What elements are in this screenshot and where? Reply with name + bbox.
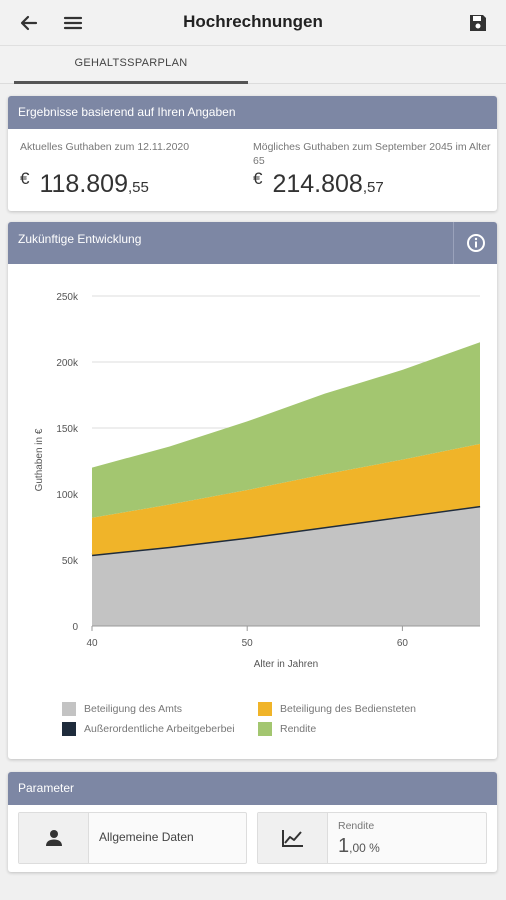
possible-balance-value: €214.808,57 (253, 169, 384, 199)
chart-areas (91, 342, 481, 626)
y-tick-label: 250k (56, 292, 79, 303)
current-balance-value: €118.809,55 (20, 169, 149, 199)
legend-swatch (62, 722, 76, 736)
yield-button[interactable]: Rendite 1,00 % (257, 812, 487, 864)
info-circle-icon (466, 234, 485, 252)
possible-balance-block: Mögliches Guthaben zum September 2045 im… (253, 140, 493, 168)
euro-sign: € (20, 169, 30, 188)
development-card-header: Zukünftige Entwicklung (8, 222, 497, 264)
yield-icon-area (258, 813, 328, 863)
parameter-card-title: Parameter (8, 772, 497, 805)
series-area (92, 505, 480, 626)
legend-label: Beteiligung des Amts (84, 703, 183, 715)
series-area (92, 342, 480, 518)
possible-balance-main: 214.808 (272, 170, 363, 198)
save-button[interactable] (463, 8, 493, 38)
yield-value-main: 1 (338, 835, 350, 857)
general-data-label: Allgemeine Daten (99, 830, 194, 844)
euro-sign: € (253, 169, 263, 188)
chart-x-axis-label: Alter in Jahren (254, 659, 318, 670)
y-tick-label: 100k (56, 490, 79, 501)
app-bar: Hochrechnungen (0, 0, 506, 46)
development-card: Zukünftige Entwicklung 0 50k 100k 150k 200k 2… (8, 222, 497, 759)
menu-button[interactable] (58, 8, 88, 38)
hamburger-icon (63, 16, 83, 30)
chart-x-ticks: 40 50 60 (86, 625, 480, 649)
current-balance-block: Aktuelles Guthaben zum 12.11.2020 (20, 140, 240, 154)
development-chart: 0 50k 100k 150k 200k 250k 40 50 60 Guthaben in … (34, 292, 481, 670)
possible-balance-label: Mögliches Guthaben zum September 2045 im… (253, 141, 491, 167)
parameter-card: Parameter Allgemeine Daten Rendite 1,00 … (8, 772, 497, 872)
legend-label: Beteiligung des Bediensteten (280, 703, 417, 715)
results-card-title: Ergebnisse basierend auf Ihren Angaben (8, 96, 497, 129)
arrow-left-icon (20, 15, 38, 31)
general-data-icon-area (19, 813, 89, 863)
legend-swatch (258, 702, 272, 716)
floppy-disk-icon (470, 15, 486, 31)
legend-swatch (62, 702, 76, 716)
current-balance-main: 118.809 (39, 170, 128, 198)
possible-balance-cents: ,57 (362, 179, 384, 196)
line-chart-icon (281, 830, 303, 847)
back-button[interactable] (14, 8, 44, 38)
tab-gehaltssparplan[interactable]: GEHALTSSPARPLAN (14, 46, 248, 84)
chart-y-axis-label: Guthaben in € (34, 428, 45, 491)
yield-value-rest: ,00 % (349, 841, 380, 855)
chart-y-ticks: 0 50k 100k 150k 200k 250k (56, 292, 79, 633)
page-title: Hochrechnungen (183, 12, 323, 31)
development-card-title: Zukünftige Entwicklung (18, 232, 142, 246)
current-balance-label: Aktuelles Guthaben zum 12.11.2020 (20, 141, 190, 153)
y-tick-label: 200k (56, 358, 79, 369)
y-tick-label: 150k (56, 424, 79, 435)
results-card: Ergebnisse basierend auf Ihren Angaben A… (8, 96, 497, 211)
tab-bar: GEHALTSSPARPLAN (0, 46, 506, 84)
yield-label: Rendite (338, 820, 375, 832)
y-tick-label: 0 (72, 622, 78, 633)
series-line (91, 504, 481, 557)
x-tick-label: 40 (86, 638, 98, 649)
general-data-button[interactable]: Allgemeine Daten (18, 812, 247, 864)
legend-swatch (258, 722, 272, 736)
legend-label: Rendite (280, 723, 317, 735)
legend-label: Außerordentliche Arbeitgeberbei (84, 723, 235, 735)
x-tick-label: 60 (397, 638, 409, 649)
current-balance-cents: ,55 (127, 179, 149, 196)
x-tick-label: 50 (242, 638, 254, 649)
info-button[interactable] (453, 222, 497, 264)
series-area (92, 443, 480, 555)
person-icon (45, 830, 62, 846)
yield-value: 1,00 % (338, 835, 380, 858)
y-tick-label: 50k (62, 556, 79, 567)
